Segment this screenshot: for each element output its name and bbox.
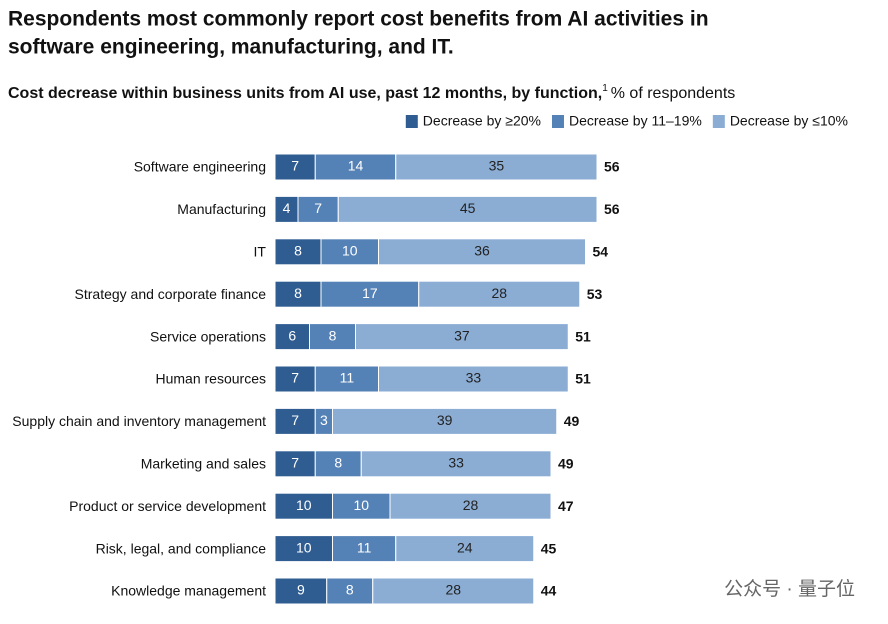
segment-label: 9 <box>297 582 305 598</box>
segment-label: 11 <box>340 370 355 386</box>
segment-label: 37 <box>454 327 470 343</box>
category-label: Service operations <box>150 328 266 344</box>
segment-label: 8 <box>294 243 302 259</box>
legend-swatch <box>712 115 725 128</box>
segment-label: 11 <box>357 539 372 555</box>
bar-segment <box>274 280 322 308</box>
category-label: Product or service development <box>69 498 266 514</box>
category-label: Strategy and corporate finance <box>75 286 267 302</box>
bar-segment <box>309 323 356 351</box>
bar-segment <box>326 577 374 605</box>
legend-label: Decrease by ≤10% <box>730 113 848 129</box>
category-label: Manufacturing <box>177 201 266 217</box>
unit: % of respondents <box>611 85 736 102</box>
total-label: 51 <box>575 371 591 387</box>
watermark: 公众号 · 量子位 <box>724 578 855 600</box>
category-label: Human resources <box>156 371 267 387</box>
segment-label: 28 <box>491 285 507 301</box>
segment-label: 17 <box>362 285 378 301</box>
segment-label: 7 <box>291 455 299 471</box>
total-label: 47 <box>558 498 574 514</box>
chart-title: software engineering, manufacturing, and… <box>8 36 454 59</box>
bar-segment <box>274 535 333 563</box>
bar-segment <box>274 365 316 393</box>
total-label: 44 <box>541 583 557 599</box>
segment-label: 14 <box>348 158 364 174</box>
bar-segment <box>360 450 552 478</box>
segment-label: 4 <box>283 200 291 216</box>
bar-segment <box>274 407 316 435</box>
bar-segment <box>314 153 397 181</box>
bar-segment <box>395 535 535 563</box>
segment-label: 45 <box>460 200 476 216</box>
segment-label: 28 <box>463 497 479 513</box>
segment-label: 7 <box>291 370 299 386</box>
bar-segment <box>332 492 391 520</box>
bar-segment <box>389 492 552 520</box>
total-label: 51 <box>575 328 591 344</box>
bar-segment <box>372 577 535 605</box>
category-label: Supply chain and inventory management <box>12 413 266 429</box>
category-label: Risk, legal, and compliance <box>96 540 267 556</box>
category-label: IT <box>254 244 267 260</box>
segment-label: 7 <box>314 200 322 216</box>
total-label: 49 <box>558 456 574 472</box>
legend-swatch <box>551 115 564 128</box>
total-label: 56 <box>604 159 620 175</box>
bar-segment <box>332 535 397 563</box>
segment-label: 24 <box>457 539 473 555</box>
bar-segment <box>297 195 339 223</box>
segment-label: 10 <box>342 243 358 259</box>
total-label: 45 <box>541 540 557 556</box>
segment-label: 8 <box>334 455 342 471</box>
total-label: 56 <box>604 201 620 217</box>
segment-label: 33 <box>466 370 482 386</box>
bar-segment <box>274 323 310 351</box>
total-label: 54 <box>593 244 609 260</box>
total-label: 49 <box>564 413 580 429</box>
category-label: Knowledge management <box>111 583 266 599</box>
segment-label: 3 <box>320 412 328 428</box>
bar-segment <box>378 365 569 393</box>
segment-label: 36 <box>474 243 490 259</box>
bar-segment <box>418 280 581 308</box>
bar-segment <box>395 153 598 181</box>
bar-segment <box>274 238 322 266</box>
category-label: Marketing and sales <box>141 456 266 472</box>
segment-label: 7 <box>291 158 299 174</box>
bar-segment <box>355 323 569 351</box>
bar-segment <box>274 153 316 181</box>
segment-label: 7 <box>291 412 299 428</box>
bar-segment <box>320 280 420 308</box>
subtitle: Cost decrease within business units from… <box>8 85 602 102</box>
segment-label: 8 <box>329 327 337 343</box>
bar-segment <box>378 238 586 266</box>
chart-title: Respondents most commonly report cost be… <box>8 8 709 31</box>
legend-swatch <box>405 115 418 128</box>
segment-label: 35 <box>489 158 505 174</box>
segment-label: 33 <box>448 455 464 471</box>
bar-segment <box>332 407 558 435</box>
segment-label: 8 <box>346 582 354 598</box>
segment-label: 10 <box>296 539 312 555</box>
segment-label: 8 <box>294 285 302 301</box>
bar-segment <box>274 492 333 520</box>
category-label: Software engineering <box>134 159 266 175</box>
footnote-mark: 1 <box>602 83 608 94</box>
bar-segment <box>337 195 598 223</box>
legend-label: Decrease by 11–19% <box>569 113 702 129</box>
bar-segment <box>314 365 379 393</box>
segment-label: 39 <box>437 412 453 428</box>
segment-label: 6 <box>288 327 296 343</box>
segment-label: 10 <box>296 497 312 513</box>
chart-subtitle: Cost decrease within business units from… <box>8 83 735 103</box>
segment-label: 28 <box>445 582 461 598</box>
total-label: 53 <box>587 286 603 302</box>
bar-segment <box>274 577 328 605</box>
segment-label: 10 <box>353 497 369 513</box>
legend-label: Decrease by ≥20% <box>423 113 541 129</box>
